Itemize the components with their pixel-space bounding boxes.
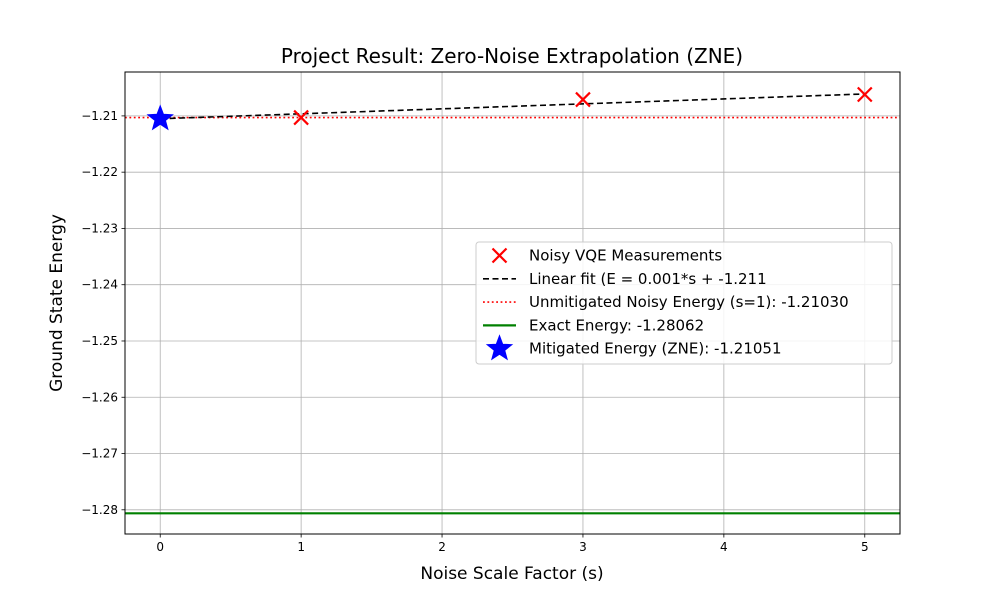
- noisy-measurement-point: [856, 86, 873, 103]
- ticks: 0 1 2 3 4 5 −1.21 −1.22 −1.23 −1.24 −1.25 −1.26 −1.2…: [81, 109, 868, 554]
- x-tick-label: 2: [438, 540, 446, 554]
- chart-title: Project Result: Zero-Noise Extrapolation…: [281, 44, 743, 68]
- legend-entry-label: Mitigated Energy (ZNE): -1.21051: [529, 340, 782, 358]
- legend-x-marker: [491, 247, 508, 264]
- legend-entry-label: Noisy VQE Measurements: [529, 247, 722, 265]
- x-tick-label: 5: [861, 540, 869, 554]
- noisy-measurement-point: [293, 109, 309, 126]
- y-tick-label: −1.22: [81, 165, 118, 179]
- y-tick-label: −1.26: [81, 390, 118, 404]
- plot-frame: [124, 71, 901, 535]
- x-tick-label: 0: [156, 540, 164, 554]
- legend-frame: [475, 241, 893, 365]
- linear-fit-line: [160, 93, 865, 120]
- y-tick-label: −1.27: [81, 447, 118, 461]
- legend: Noisy VQE Measurements Linear fit (E = 0.…: [475, 241, 893, 365]
- x-tick-label: 1: [297, 540, 305, 554]
- x-marker-stroke: [575, 91, 591, 108]
- y-tick-label: −1.23: [81, 221, 118, 235]
- y-tick-label: −1.24: [81, 278, 118, 292]
- legend-star-marker: [485, 334, 514, 361]
- series-layer: [125, 86, 900, 515]
- legend-entry-label: Linear fit (E = 0.001*s + -1.211: [529, 270, 767, 288]
- x-marker-stroke: [491, 247, 508, 264]
- x-marker-stroke: [856, 86, 873, 103]
- x-tick-label: 4: [720, 540, 728, 554]
- legend-entry-label: Unmitigated Noisy Energy (s=1): -1.21030: [529, 293, 849, 311]
- legend-entry-label: Exact Energy: -1.28062: [529, 316, 704, 334]
- mitigated-energy-point: [146, 104, 174, 131]
- noisy-measurement-point: [575, 91, 591, 108]
- y-tick-label: −1.25: [81, 334, 118, 348]
- x-marker-stroke: [293, 109, 309, 126]
- y-tick-label: −1.21: [81, 109, 118, 123]
- x-tick-label: 3: [579, 540, 587, 554]
- x-axis-label: Noise Scale Factor (s): [420, 564, 603, 584]
- y-axis-label: Ground State Energy: [47, 214, 67, 392]
- y-tick-label: −1.28: [81, 503, 118, 517]
